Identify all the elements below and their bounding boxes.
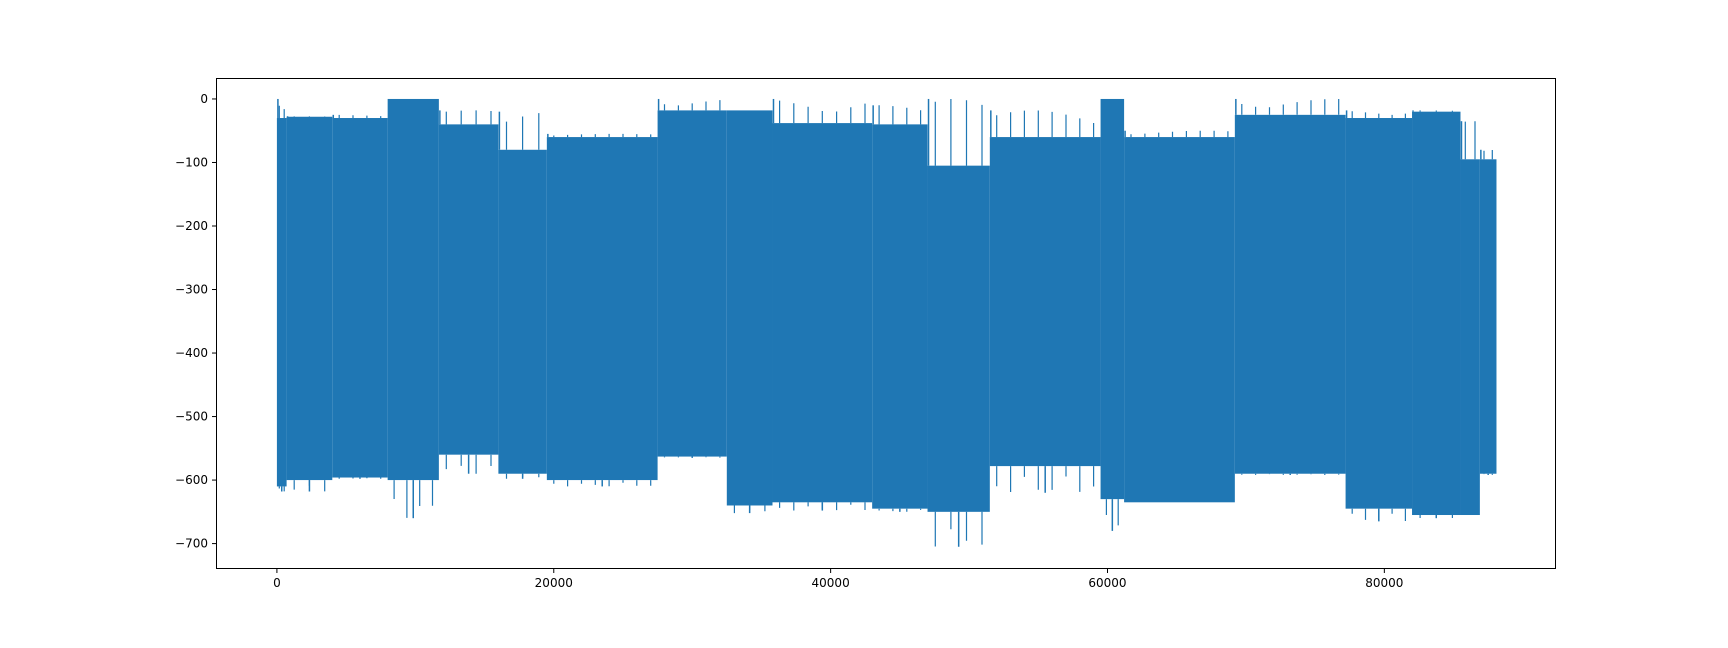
series-segment-9 [772, 123, 873, 503]
x-tick-label: 40000 [812, 576, 850, 590]
series-segment-3 [387, 98, 439, 481]
series-segment-15 [1234, 114, 1346, 474]
series-spikes-14 [1130, 130, 1229, 138]
x-tick-label: 80000 [1365, 576, 1403, 590]
series-spikes-18 [1464, 121, 1476, 160]
series-spikes-0 [278, 105, 285, 492]
series-segment-2 [332, 118, 388, 478]
series-spikes-3 [393, 480, 434, 518]
series-segment-0 [276, 118, 287, 487]
x-axis: 0 20000 40000 60000 80000 [273, 569, 1403, 590]
series-segment-19 [1479, 159, 1497, 474]
series-segment-11 [927, 165, 990, 512]
axes-frame [216, 78, 1556, 569]
series-spikes-15 [1241, 99, 1340, 475]
series-segment-8 [726, 110, 773, 506]
y-tick-label: −500 [175, 410, 208, 424]
series-segment-13 [1100, 98, 1125, 500]
y-tick-label: −700 [175, 537, 208, 551]
series-spikes-10 [878, 105, 922, 512]
series-layer [276, 98, 1497, 547]
y-tick-label: −400 [175, 346, 208, 360]
x-tick-label: 20000 [535, 576, 573, 590]
series-segment-6 [546, 137, 658, 481]
series-spikes-4 [445, 110, 492, 474]
series-segment-7 [657, 110, 727, 457]
y-tick-label: −200 [175, 219, 208, 233]
series-segment-18 [1460, 159, 1480, 516]
x-tick-label: 60000 [1088, 576, 1126, 590]
series-spikes-13 [1105, 499, 1119, 526]
y-tick-label: −300 [175, 283, 208, 297]
series-segment-1 [286, 116, 333, 481]
x-tick-label: 0 [273, 576, 281, 590]
series-spikes-2 [338, 114, 382, 479]
y-axis: 0 −100 −200 −300 −400 −500 −600 −700 [175, 92, 216, 551]
series-spikes-6 [553, 133, 652, 487]
series-segment-4 [438, 124, 499, 455]
series-spikes-11 [934, 99, 983, 547]
series-0 [276, 98, 1497, 547]
series-spikes-19 [1483, 150, 1493, 475]
series-segment-14 [1124, 137, 1235, 503]
series-segment-5 [498, 149, 547, 474]
y-tick-label: −600 [175, 473, 208, 487]
series-segment-10 [872, 124, 928, 509]
series-segment-16 [1345, 118, 1413, 509]
series-segment-12 [989, 137, 1101, 467]
y-tick-label: −100 [175, 155, 208, 169]
series-spikes-12 [996, 110, 1095, 492]
plot-area [216, 78, 1556, 569]
series-segment-17 [1412, 111, 1461, 516]
y-tick-label: 0 [200, 92, 208, 106]
